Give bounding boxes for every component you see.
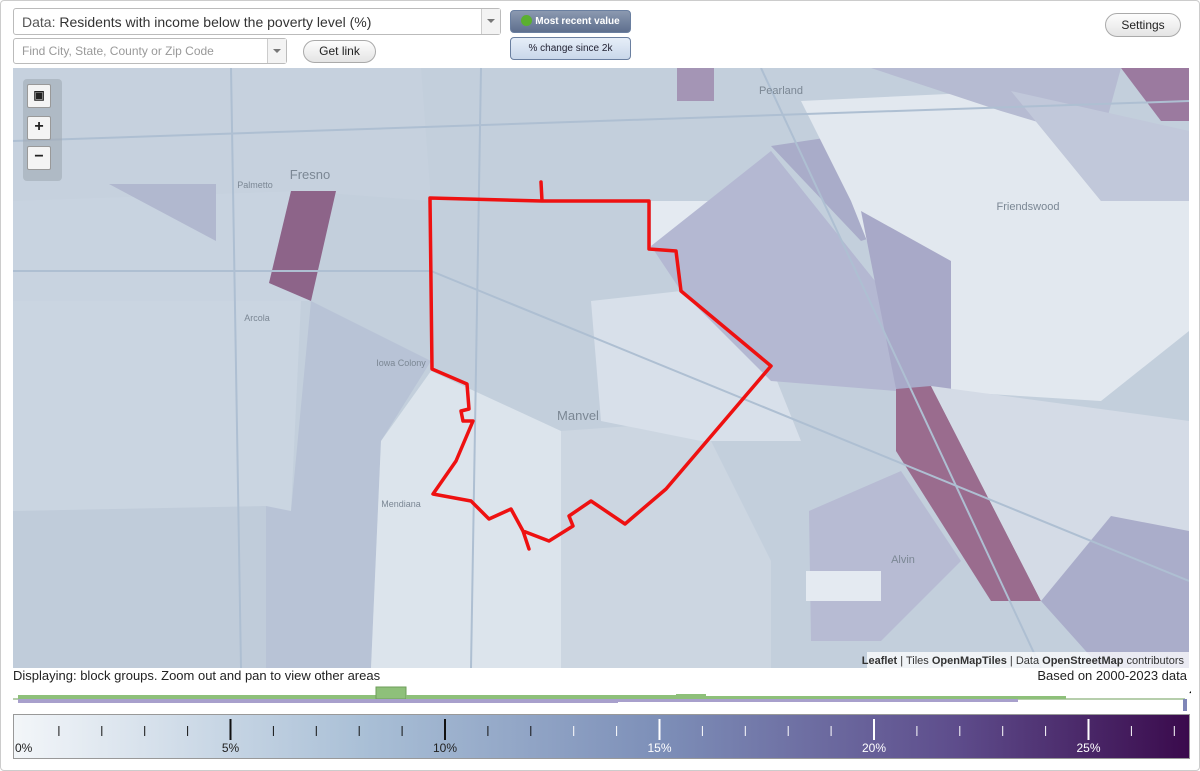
attr-link[interactable]: OpenStreetMap [1042,655,1124,667]
legend-label: 25% [1076,741,1100,755]
search-box[interactable]: Find City, State, County or Zip Code [13,38,287,64]
data-label: Data: [22,14,56,30]
legend-label: 5% [222,741,240,755]
data-value: Residents with income below the poverty … [59,14,372,30]
change-toggle[interactable]: % change since 2k [510,37,631,60]
attr-text: Data [1016,655,1040,667]
status-text: Displaying: block groups. Zoom out and p… [13,668,381,683]
attr-text: Tiles [906,655,929,667]
place-label: Palmetto [237,180,273,190]
attr-link[interactable]: OpenMapTiles [932,655,1007,667]
settings-button[interactable]: Settings [1105,13,1181,37]
map[interactable]: Pearland Fresno Palmetto Friendswood Arc… [13,68,1189,668]
zoom-controls: ▣ + − [23,79,62,181]
selected-boundary [428,180,773,551]
place-label: Mendiana [381,499,421,509]
data-select[interactable]: Data: Residents with income below the po… [13,8,501,35]
get-link-button[interactable]: Get link [303,40,376,63]
zoom-out[interactable]: − [27,146,51,170]
attr-link[interactable]: Leaflet [862,655,898,667]
zoom-in[interactable]: + [27,116,51,140]
legend-label: 0% [15,741,33,755]
place-label: Friendswood [997,201,1060,213]
place-label: Alvin [891,554,915,566]
place-label: Pearland [759,85,803,97]
place-label: Arcola [244,313,270,323]
search-placeholder: Find City, State, County or Zip Code [22,44,214,58]
data-years: Based on 2000-2023 data [1037,668,1187,683]
most-recent-label: Most recent value [535,16,620,27]
fit-button[interactable]: ▣ [27,84,51,108]
most-recent-toggle[interactable]: Most recent value [510,10,631,33]
attr-text: contributors [1127,655,1185,667]
place-label: Fresno [290,167,330,182]
place-label: Iowa Colony [376,358,426,368]
color-legend: 0% 5% 10% 15% 20% 25% [13,714,1190,759]
place-label: Manvel [557,408,599,423]
legend-label: 10% [433,741,457,755]
histogram: ? [13,686,1191,711]
legend-label: 20% [862,741,886,755]
legend-label: 15% [647,741,671,755]
attribution: Leaflet | Tiles OpenMapTiles | Data Open… [862,655,1185,667]
help-icon[interactable]: ? [1189,690,1191,701]
